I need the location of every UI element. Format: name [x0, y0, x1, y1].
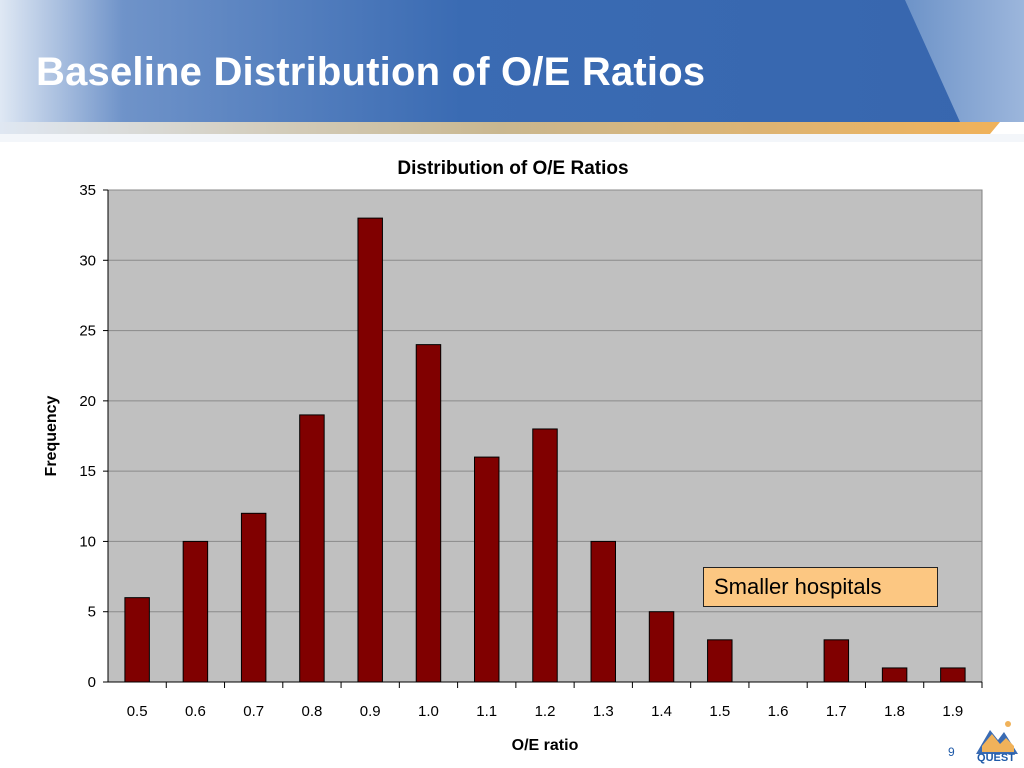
x-tick-label: 1.2	[535, 703, 556, 720]
slide-title: Baseline Distribution of O/E Ratios	[36, 50, 706, 94]
y-axis-label: Frequency	[43, 395, 60, 476]
bar-0.8	[299, 414, 325, 683]
x-tick-label: 0.9	[360, 703, 381, 720]
bar-1.5	[707, 639, 733, 683]
y-tick-label: 15	[79, 463, 96, 480]
y-tick-label: 35	[79, 182, 96, 199]
x-tick-label: 1.3	[593, 703, 614, 720]
y-tick-label: 5	[88, 604, 96, 621]
chart-title: Distribution of O/E Ratios	[397, 158, 628, 179]
quest-logo: QUEST	[976, 721, 1018, 764]
y-tick-label: 0	[88, 674, 96, 691]
bar-1.1	[473, 456, 500, 683]
bar-0.5	[124, 597, 150, 683]
x-tick-label: 0.6	[185, 703, 206, 720]
y-axis-ticks: 0 5 10 15 20 25 30 35	[79, 182, 982, 691]
bar-1.7	[823, 639, 850, 683]
bar-1.2	[532, 428, 558, 683]
callout-text: Smaller hospitals	[714, 574, 882, 599]
bar-0.7	[240, 512, 267, 683]
bar-1.4	[648, 611, 675, 683]
x-tick-label: 0.7	[243, 703, 264, 720]
x-tick-label: 1.4	[651, 703, 672, 720]
x-tick-label: 1.8	[884, 703, 905, 720]
x-tick-label: 1.6	[768, 703, 789, 720]
callout-box: Smaller hospitals	[703, 567, 938, 607]
bar-0.6	[182, 540, 209, 683]
y-tick-label: 20	[79, 393, 96, 410]
x-tick-label: 1.0	[418, 703, 439, 720]
x-tick-label: 1.9	[942, 703, 963, 720]
x-tick-label: 0.8	[302, 703, 323, 720]
y-tick-label: 25	[79, 323, 96, 340]
x-axis-ticks: 0.5 0.6 0.7 0.8 0.9 1.0 1.1 1.2 1.3 1.4 1.5 1.6 1.7 1…	[127, 682, 983, 720]
bar-1.3	[590, 540, 617, 683]
header-banner	[0, 0, 1024, 142]
bar-1.0	[415, 344, 442, 683]
x-tick-label: 1.5	[709, 703, 730, 720]
svg-text:QUEST: QUEST	[977, 752, 1015, 764]
x-tick-label: 1.1	[476, 703, 497, 720]
y-tick-label: 30	[79, 252, 96, 269]
bar-0.9	[357, 217, 383, 683]
bar-1.9	[940, 667, 966, 683]
bar-1.8	[881, 667, 908, 683]
page-number: 9	[948, 745, 955, 759]
x-tick-label: 1.7	[826, 703, 847, 720]
x-axis-label: O/E ratio	[512, 737, 579, 754]
slide-header: Baseline Distribution of O/E Ratios	[0, 0, 1024, 150]
x-tick-label: 0.5	[127, 703, 148, 720]
y-tick-label: 10	[79, 533, 96, 550]
